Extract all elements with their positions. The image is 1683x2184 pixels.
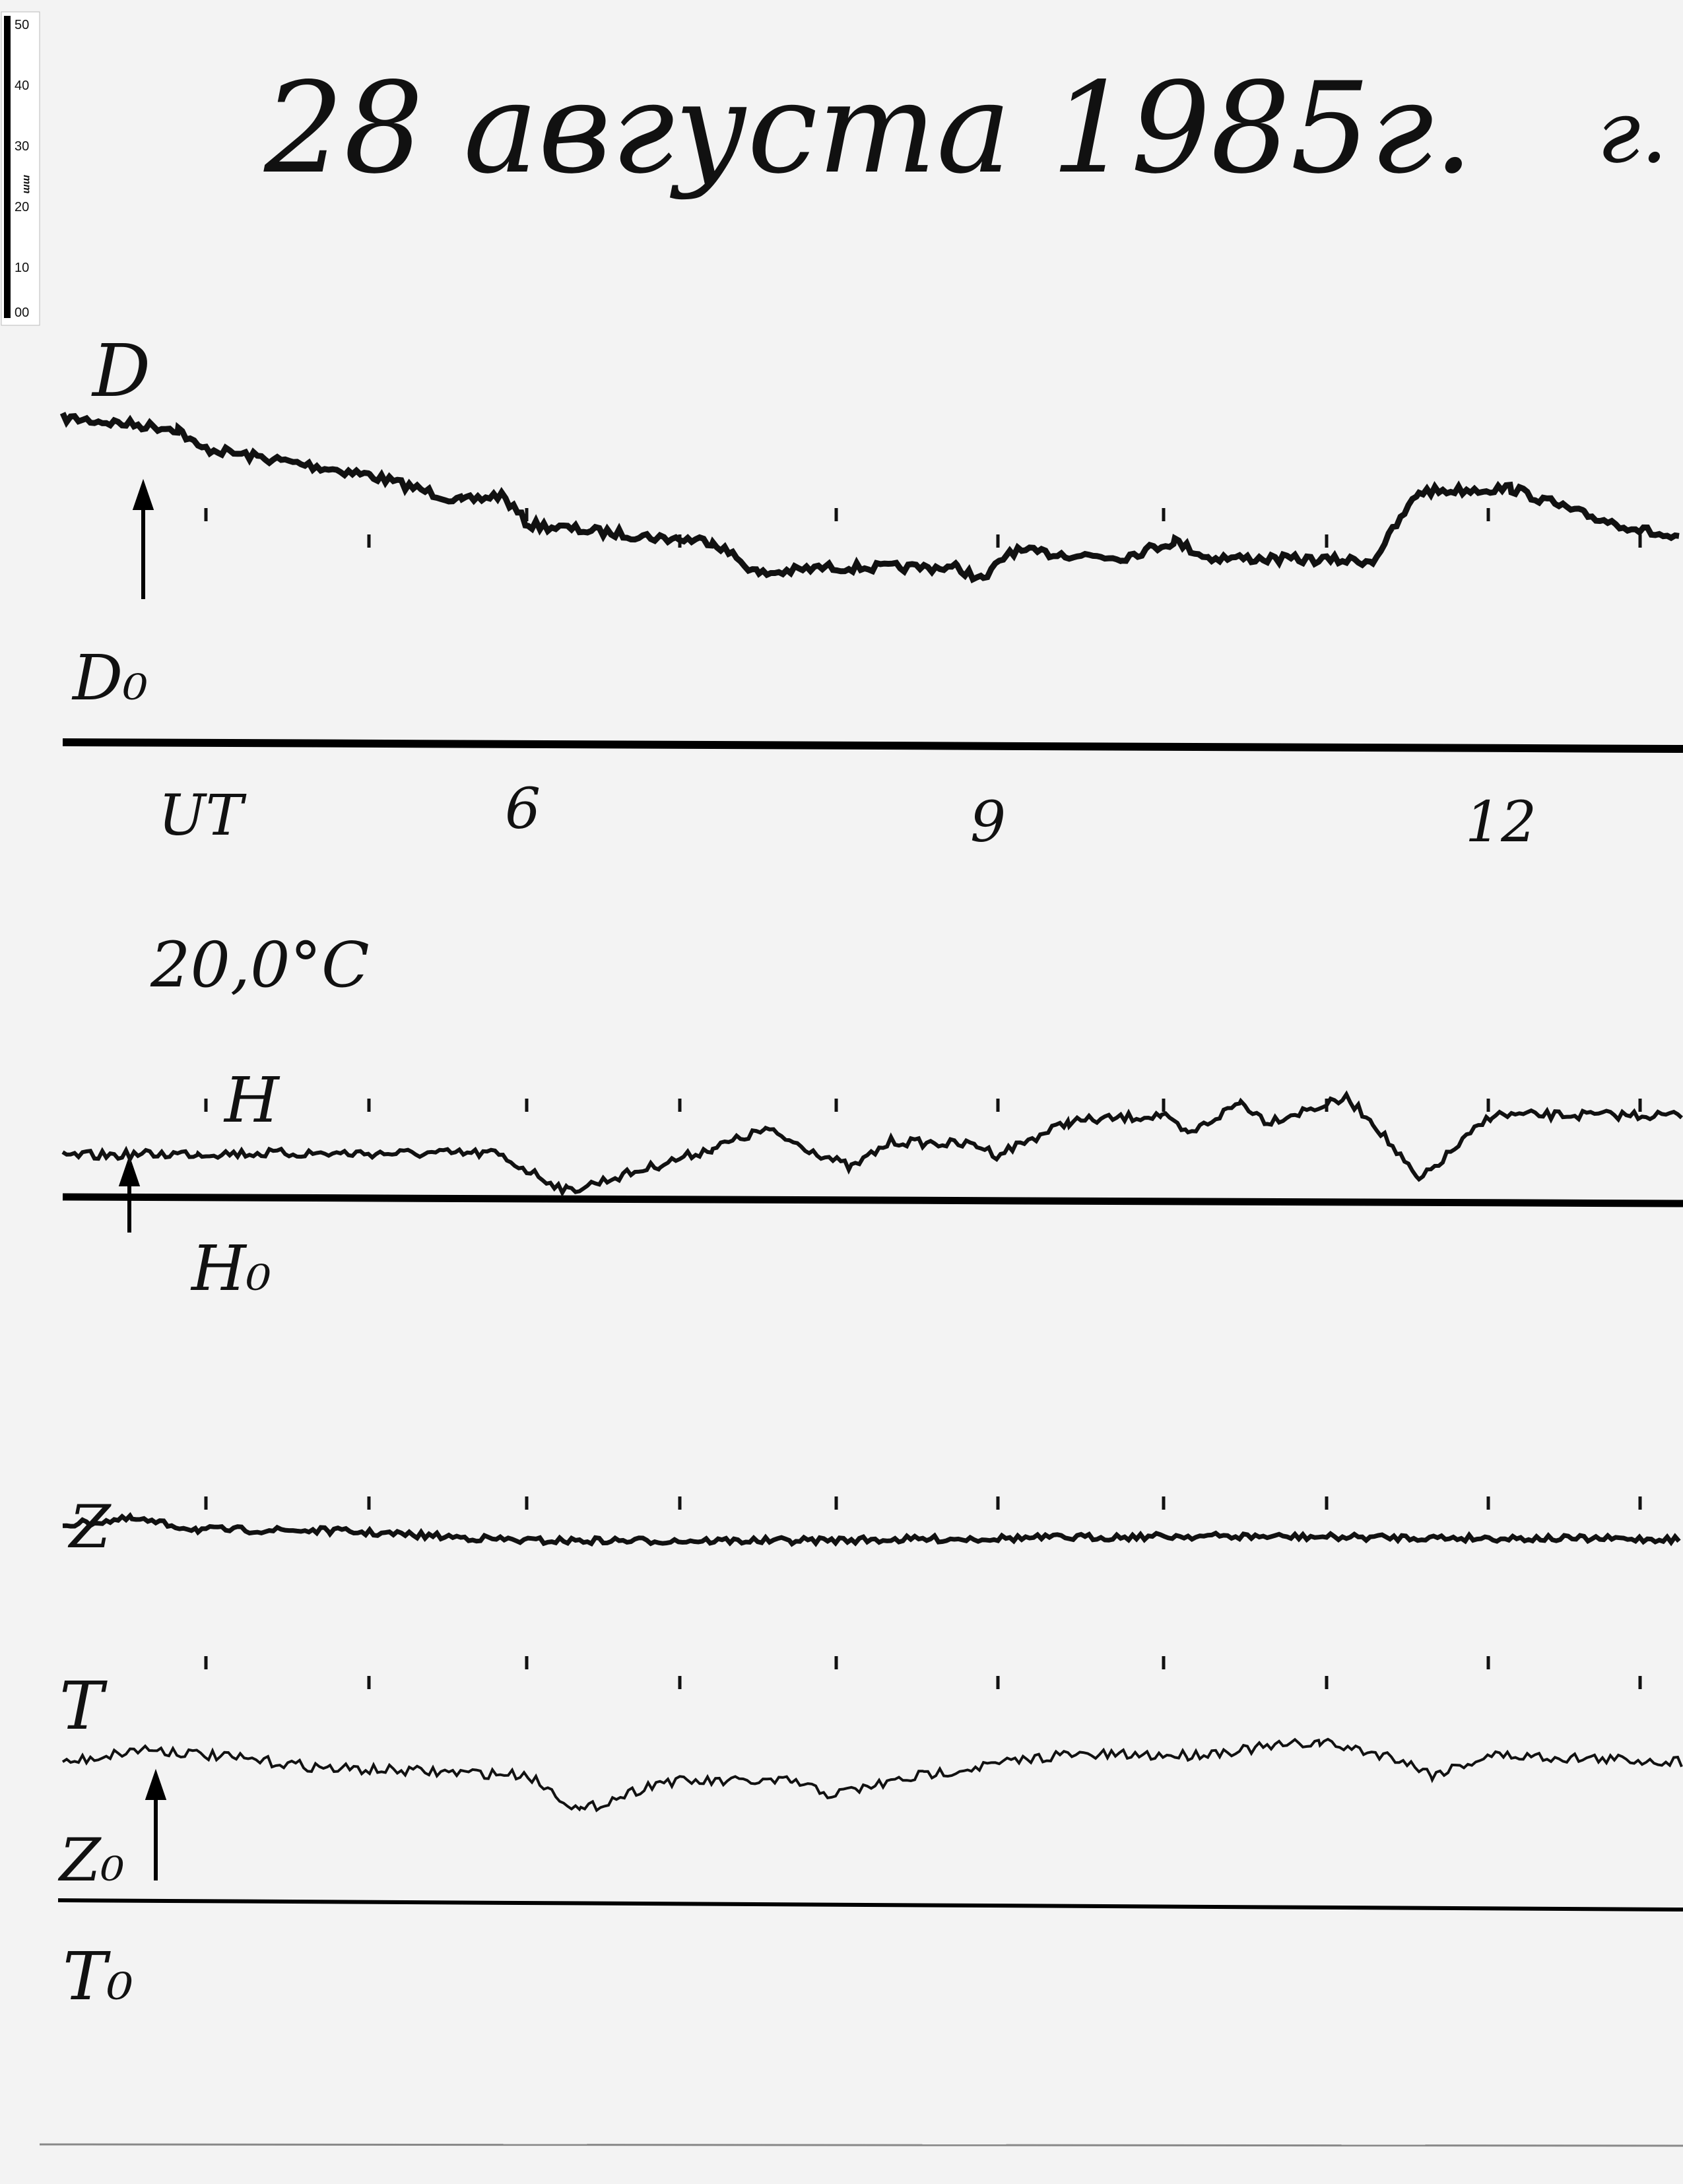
scale-tick-00: 00 xyxy=(15,305,29,320)
baseline-label-d0: D₀ xyxy=(71,642,148,715)
arrow-up-icon xyxy=(118,1155,141,1233)
trace-d xyxy=(59,412,1680,584)
baseline-label-z0: Z₀ xyxy=(57,1826,125,1895)
trace-label-d: D xyxy=(91,329,150,413)
trace-label-t: T xyxy=(59,1667,108,1745)
baseline-d0 xyxy=(62,738,1683,753)
mm-scale-bar: 50 40 30 mm 20 10 00 xyxy=(1,11,40,326)
temperature-label: 20,0°C xyxy=(150,929,370,1002)
sheet-bottom-edge xyxy=(39,2143,1683,2147)
baseline-h0 xyxy=(62,1193,1683,1207)
hour-label-12: 12 xyxy=(1465,790,1536,855)
trace-t xyxy=(61,1737,1683,1813)
scale-tick-40: 40 xyxy=(15,79,29,93)
date-title: 28 августа 1985г. xyxy=(263,55,1473,201)
trace-label-h: H xyxy=(223,1064,280,1137)
scale-unit: mm xyxy=(21,175,32,193)
trace-z xyxy=(62,1512,1681,1547)
scale-tick-50: 50 xyxy=(15,18,29,32)
scale-bar-black-strip xyxy=(4,16,11,318)
baseline-label-h0: H₀ xyxy=(190,1233,271,1305)
arrow-up-icon xyxy=(145,1768,167,1880)
time-zone-label: UT xyxy=(158,783,247,849)
trace-h xyxy=(61,1090,1683,1198)
arrow-up-icon xyxy=(132,478,154,599)
scale-tick-30: 30 xyxy=(15,139,29,154)
scale-tick-20: 20 xyxy=(15,200,29,214)
baseline-t0 xyxy=(57,1898,1683,1911)
hour-label-9: 9 xyxy=(970,790,1006,855)
hour-label-6: 6 xyxy=(505,777,541,842)
location-fragment: г. Р xyxy=(1597,82,1683,182)
baseline-label-t0: T₀ xyxy=(63,1938,133,2015)
scale-tick-10: 10 xyxy=(15,261,29,275)
